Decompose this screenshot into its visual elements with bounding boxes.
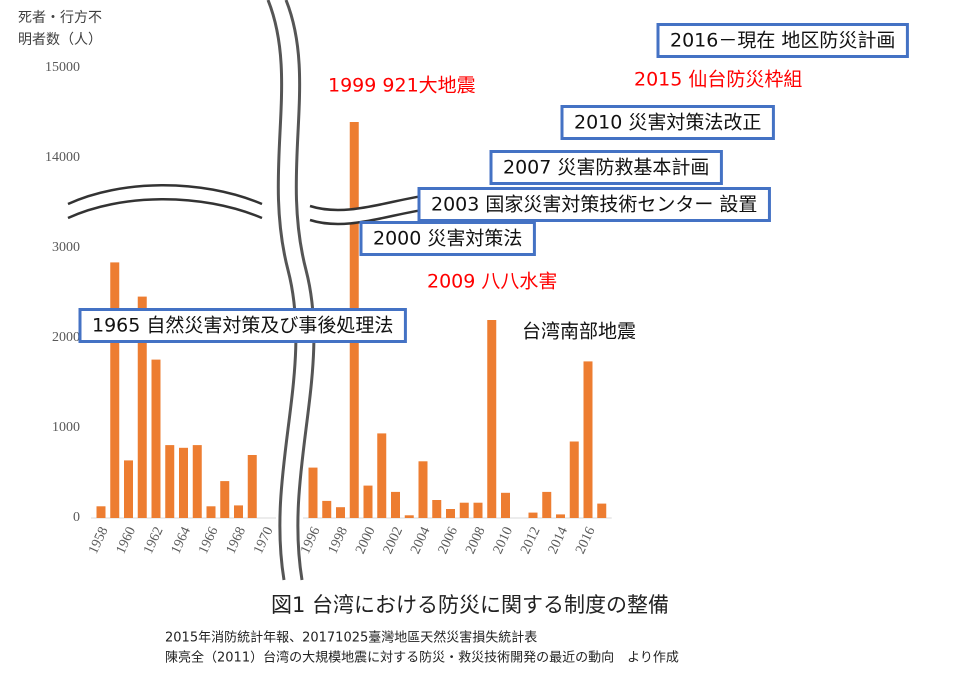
bar [124,460,133,518]
x-tick-label: 2010 [491,525,516,557]
break-line [67,184,263,206]
bar [234,505,243,518]
bar [418,461,428,518]
bar [569,441,579,518]
bar [542,491,552,518]
bar [137,296,147,518]
annotation-box [656,23,909,58]
annotation: 2016－現在 地区防災計画 [670,30,895,52]
x-tick-label: 1968 [224,525,249,557]
bar [528,512,538,518]
annotation-box [489,150,723,185]
bar [597,503,607,518]
annotation-box [359,221,536,256]
break-line [266,0,298,581]
x-tick-label: 2004 [408,525,433,557]
annotation: 1965 自然災害対策及び事後処理法 [92,315,393,337]
annotation-box [78,308,407,343]
bar [336,507,345,518]
source: 陳亮全（2011）台湾の大規模地震に対する防災・救災技術開発の最近の動向 より作… [165,650,679,666]
bar [192,445,202,518]
bar [206,506,216,518]
bar [556,514,565,518]
x-tick-label: 1996 [298,525,323,557]
annotations: 2016－現在 地区防災計画 2015 仙台防災枠組 1999 921大地震 2010… [78,23,909,343]
bar [446,509,455,518]
break-line [284,0,316,581]
y-tick-label: 0 [73,510,80,525]
x-tick-label: 1958 [86,525,111,557]
bar [165,445,175,518]
break-band [68,185,262,218]
x-tick-label: 1960 [114,525,139,557]
bar [151,359,161,518]
y-axis-label: 明者数（人） [18,32,102,48]
bar [322,500,332,518]
bar [391,491,400,518]
x-tick-label: 2012 [518,525,543,557]
x-tick-label: 1964 [169,525,194,557]
bar [308,467,318,518]
x-tick-label: 1970 [251,525,276,557]
bar [501,492,510,518]
annotation: 2009 八八水害 [427,271,557,293]
chart-title: 図1 台湾における防災に関する制度の整備 [271,593,669,617]
x-tick-label: 2006 [436,525,461,557]
x-tick-label: 2014 [546,525,571,557]
annotation: 1999 921大地震 [328,75,476,97]
y-axis-label: 死者・行方不 [18,10,102,26]
y-tick-label: 3000 [52,240,80,255]
annotation: 2003 国家災害対策技術センター 設置 [431,194,757,216]
bar [432,500,442,518]
annotation: 2010 災害対策法改正 [574,112,761,134]
bar [473,502,483,518]
x-tick-label: 2000 [353,525,378,557]
bar [404,515,414,518]
bar [179,447,188,518]
annotation-box [560,105,775,140]
y-tick-label: 14000 [45,150,80,165]
annotation-box [417,187,771,222]
x-tick-label: 1998 [326,525,351,557]
bar [583,361,593,518]
annotation: 2000 災害対策法 [373,228,522,250]
x-tick-label: 1966 [196,525,221,557]
break-line [67,198,263,220]
annotation: 2015 仙台防災枠組 [634,69,802,91]
bar [110,262,120,518]
bar [220,481,230,518]
x-tick-label: 1962 [141,525,166,557]
y-tick-label: 15000 [45,60,80,75]
axis-breaks [67,0,471,581]
bar [459,502,469,518]
y-tick-label: 1000 [52,420,80,435]
bar [247,455,257,518]
bar [487,320,497,518]
bar [377,433,387,518]
y-tick-label: 2000 [52,330,80,345]
x-tick-label: 2008 [463,525,488,557]
source: 2015年消防統計年報、20171025臺灣地區天然災害損失統計表 [165,630,537,646]
annotation: 台湾南部地震 [522,321,636,343]
x-tick-label: 2016 [573,525,598,557]
x-tick-label: 2002 [381,525,406,557]
annotation: 2007 災害防救基本計画 [503,157,709,179]
bar [363,485,373,518]
bar [96,506,106,518]
